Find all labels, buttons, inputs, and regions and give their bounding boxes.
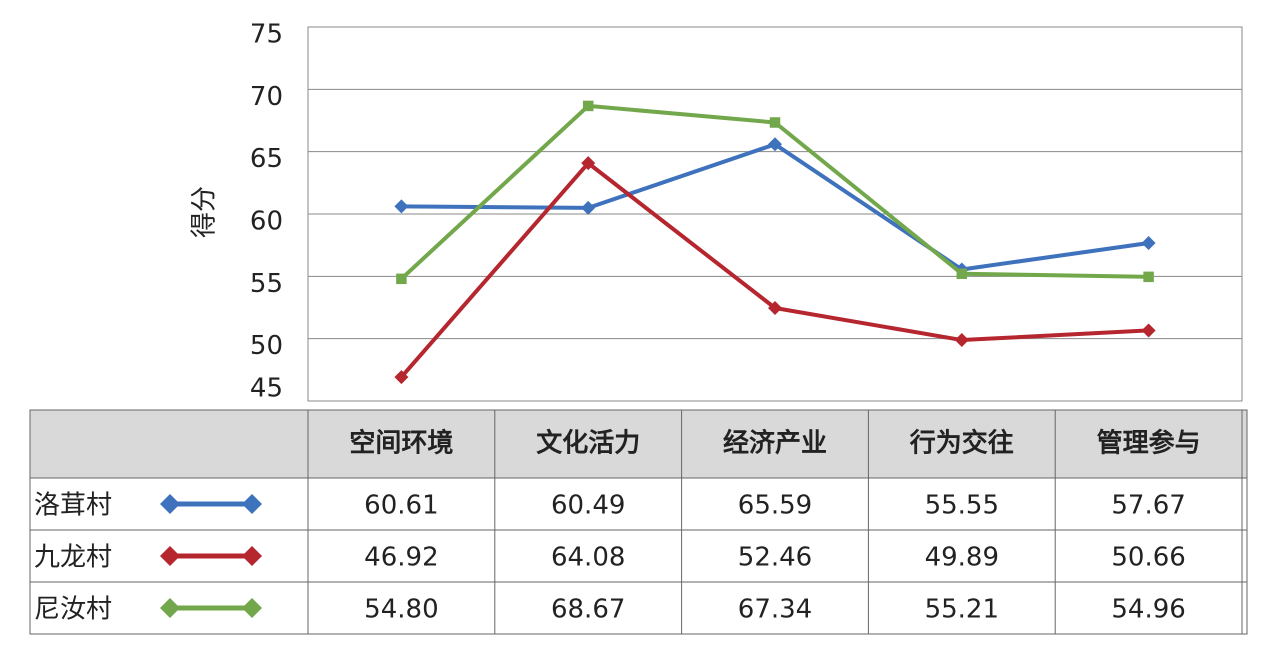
marker xyxy=(768,300,782,315)
table-cell: 50.66 xyxy=(1111,543,1185,573)
y-tick-label: 60 xyxy=(250,207,283,237)
marker xyxy=(581,200,596,215)
legend-label: 尼汝村 xyxy=(34,595,112,625)
table-header-cell: 管理参与 xyxy=(1097,428,1201,459)
y-tick-label: 65 xyxy=(250,144,283,174)
marker xyxy=(768,137,782,152)
marker xyxy=(242,494,262,514)
y-tick-label: 50 xyxy=(250,331,283,361)
marker xyxy=(1141,323,1156,338)
marker xyxy=(1141,236,1156,251)
legend-label: 洛茸村 xyxy=(34,491,112,521)
table-header-cell: 经济产业 xyxy=(723,428,827,459)
table-cell: 54.96 xyxy=(1111,595,1185,625)
marker xyxy=(1143,271,1154,283)
table-cell: 49.89 xyxy=(925,543,999,573)
marker xyxy=(394,199,409,214)
table-cell: 55.55 xyxy=(925,491,999,521)
table-cell: 67.34 xyxy=(738,595,812,625)
series-line xyxy=(399,161,1149,379)
table-cell: 68.67 xyxy=(551,595,625,625)
y-tick-label: 75 xyxy=(250,20,283,50)
table-cell: 60.61 xyxy=(364,491,438,521)
table-header-cell: 行为交往 xyxy=(909,428,1014,459)
table-cell: 46.92 xyxy=(364,543,438,573)
y-tick-label: 70 xyxy=(250,82,283,112)
table-cell: 60.49 xyxy=(551,491,625,521)
y-tick-label: 45 xyxy=(250,374,283,404)
marker xyxy=(160,598,180,618)
marker xyxy=(160,546,180,566)
marker xyxy=(242,598,262,618)
y-axis-label: 得分 xyxy=(190,186,220,238)
table-cell: 52.46 xyxy=(738,543,812,573)
marker xyxy=(956,268,968,279)
marker xyxy=(769,117,781,128)
y-tick-label: 55 xyxy=(250,269,283,299)
marker xyxy=(582,100,594,112)
table-cell: 64.08 xyxy=(551,543,625,573)
series-line xyxy=(400,103,1149,281)
table-cell: 57.67 xyxy=(1111,491,1185,521)
table-header-cell: 文化活力 xyxy=(536,428,640,459)
table-cell: 54.80 xyxy=(364,595,438,625)
marker xyxy=(396,273,407,285)
marker xyxy=(242,546,262,566)
legend-label: 九龙村 xyxy=(34,543,112,573)
marker xyxy=(954,333,969,348)
marker xyxy=(581,156,596,171)
table-header-cell: 空间环境 xyxy=(349,428,453,459)
table-cell: 65.59 xyxy=(738,491,812,521)
marker xyxy=(160,494,180,514)
marker xyxy=(394,370,409,385)
table-cell: 55.21 xyxy=(925,595,999,625)
